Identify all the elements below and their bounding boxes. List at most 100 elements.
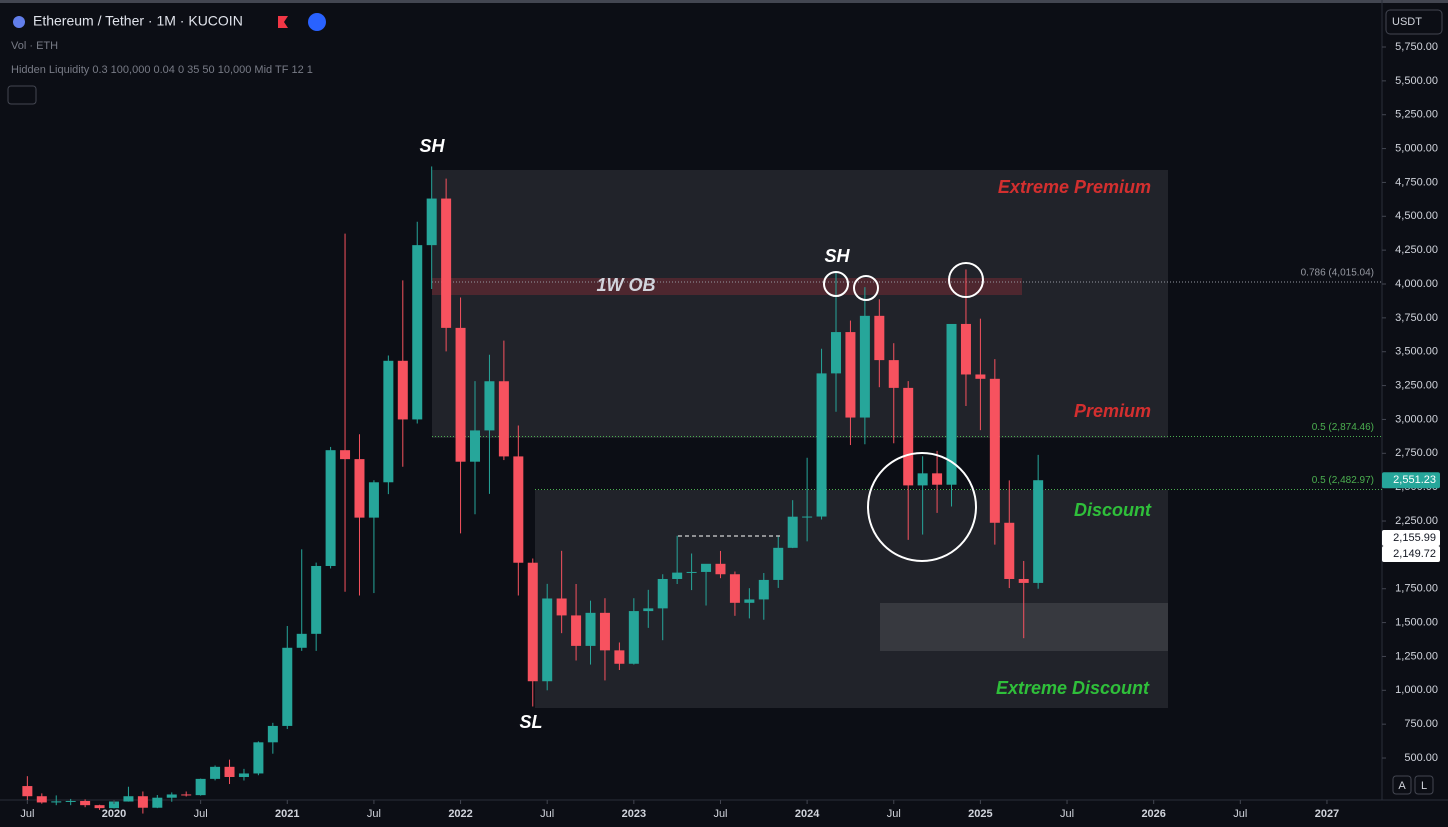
- circle: [948, 262, 984, 298]
- candle-body: [816, 373, 827, 517]
- price-label-box: [1382, 530, 1440, 546]
- candle-body: [36, 796, 47, 803]
- y-tick-label: 3,500.00: [1395, 346, 1438, 358]
- x-tick-label: Jul: [887, 808, 901, 820]
- currency-button[interactable]: [1385, 9, 1443, 35]
- x-tick-label: Jul: [367, 808, 381, 820]
- candle-body: [614, 650, 625, 664]
- x-tick-label: Jul: [1060, 808, 1074, 820]
- log-button[interactable]: [1414, 775, 1434, 795]
- candle-body: [643, 608, 654, 612]
- annotation: SH: [824, 246, 850, 266]
- candle-body: [311, 565, 322, 634]
- candle-body: [556, 598, 567, 616]
- x-tick-label: 2026: [1141, 808, 1165, 820]
- candle-body: [859, 315, 870, 418]
- x-tick-label: 2020: [102, 808, 126, 820]
- candle-body: [744, 599, 755, 603]
- y-tick-label: 3,250.00: [1395, 379, 1438, 391]
- symbol-icon: [13, 16, 25, 28]
- candle-body: [325, 450, 336, 566]
- x-tick-label: 2021: [275, 808, 299, 820]
- candle-body: [599, 612, 610, 651]
- candle-body: [888, 360, 899, 388]
- candle-body: [932, 473, 943, 485]
- currency-label[interactable]: USDT: [1392, 16, 1422, 28]
- y-tick-label: 5,250.00: [1395, 109, 1438, 121]
- y-tick-label: 4,250.00: [1395, 244, 1438, 256]
- candle-body: [917, 473, 928, 486]
- candle-body: [210, 766, 221, 779]
- y-tick-label: 1,500.00: [1395, 616, 1438, 628]
- y-tick-label: 1,750.00: [1395, 583, 1438, 595]
- x-tick-label: 2024: [795, 808, 820, 820]
- price-label-box: [1382, 546, 1440, 562]
- circle: [867, 452, 977, 562]
- candle-body: [267, 725, 278, 743]
- candle-body: [715, 563, 726, 575]
- candle-body: [195, 778, 206, 796]
- circles: [823, 262, 984, 562]
- candle-body: [65, 800, 76, 802]
- premium-zone: [432, 170, 1168, 438]
- collapse-button[interactable]: [7, 85, 37, 105]
- log-label[interactable]: L: [1421, 780, 1427, 792]
- y-tick-label: 1,000.00: [1395, 684, 1438, 696]
- auto-button[interactable]: [1392, 775, 1412, 795]
- y-tick-label: 5,750.00: [1395, 41, 1438, 53]
- candle-body: [946, 323, 957, 485]
- candle-body: [426, 198, 437, 246]
- fib-label: 0.5 (2,874.46): [1312, 422, 1374, 433]
- discount-zone: [535, 490, 1168, 708]
- candle-body: [397, 360, 408, 420]
- candle-body: [137, 796, 148, 808]
- candle-body: [109, 801, 119, 809]
- candle-body: [571, 615, 582, 646]
- candle-body: [22, 786, 33, 797]
- candle-body: [166, 794, 177, 798]
- candle-body: [412, 245, 423, 420]
- candle-body: [960, 323, 971, 375]
- auto-label[interactable]: A: [1398, 780, 1406, 792]
- y-tick-label: 2,750.00: [1395, 447, 1438, 459]
- fib-label: 0.5 (2,482.97): [1312, 475, 1374, 486]
- x-tick-label: Jul: [540, 808, 554, 820]
- candle-body: [296, 633, 307, 648]
- circle: [823, 271, 849, 297]
- y-tick-label: 4,750.00: [1395, 176, 1438, 188]
- chart-title: Ethereum / Tether · 1M · KUCOIN: [33, 13, 243, 29]
- candle-body: [1018, 578, 1029, 583]
- candle-body: [845, 332, 856, 418]
- order-block: [432, 278, 1022, 295]
- candle-body: [94, 805, 105, 809]
- price-label: 2,149.72: [1393, 548, 1436, 560]
- candle-body: [1004, 522, 1015, 579]
- candle-body: [628, 611, 639, 664]
- annotation: 1W OB: [596, 275, 655, 295]
- y-tick-label: 5,000.00: [1395, 142, 1438, 154]
- candle-body: [498, 381, 509, 457]
- price-label: 2,551.23: [1393, 474, 1436, 486]
- replay-button[interactable]: [308, 13, 326, 31]
- candle-body: [672, 572, 683, 579]
- candle-body: [773, 547, 784, 580]
- candle-body: [513, 456, 524, 563]
- candle-body: [874, 315, 885, 361]
- price-label-box: [1382, 472, 1440, 489]
- y-tick-label: 4,500.00: [1395, 210, 1438, 222]
- candle-body: [455, 327, 466, 462]
- candle-body: [383, 360, 394, 483]
- candle-body: [787, 516, 798, 548]
- candle-body: [802, 516, 813, 518]
- candle-body: [585, 612, 596, 646]
- annotation: SL: [519, 712, 542, 732]
- candle-body: [729, 574, 740, 603]
- candle-body: [123, 796, 134, 802]
- flag-icon: [278, 16, 288, 28]
- candle-body: [527, 562, 538, 682]
- fib-label: 0.786 (4,015.04): [1301, 268, 1374, 279]
- price-label: 2,155.99: [1393, 532, 1436, 544]
- x-tick-label: Jul: [194, 808, 208, 820]
- candle-body: [354, 459, 365, 518]
